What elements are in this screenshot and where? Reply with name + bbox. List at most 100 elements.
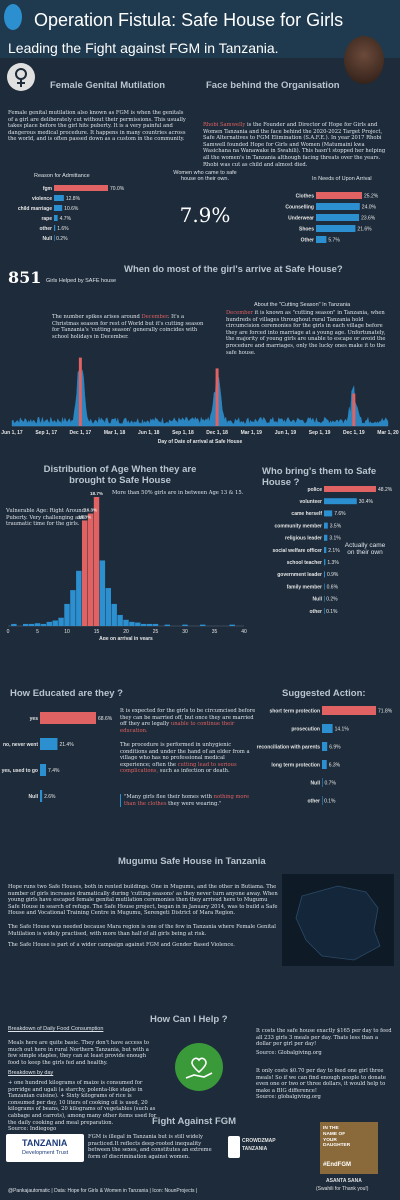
cutting-title: About the "Cutting Season" In Tanzania [254, 302, 351, 308]
header-band [0, 0, 400, 58]
mugumu-heading: Mugumu Safe House in Tanzania [118, 856, 266, 867]
own-title: Women who came to safe house on their ow… [173, 170, 237, 182]
edu-text-2c: such as infection or death. [158, 768, 230, 775]
category-label: Null [313, 597, 323, 603]
age-bar [129, 621, 135, 626]
category-label: government leader [277, 572, 322, 578]
age-bar [46, 621, 53, 626]
bar [322, 760, 327, 769]
value-label: 0.6% [327, 584, 339, 590]
category-label: police [308, 487, 323, 493]
x-tick-label: 25 [153, 629, 159, 635]
age-bar [111, 603, 117, 626]
age-bar [199, 624, 206, 626]
bar [316, 214, 360, 221]
age-bar [93, 496, 100, 626]
category-label: family member [287, 584, 322, 590]
bar [324, 608, 325, 614]
age-bar [229, 624, 235, 626]
cutting-text: December it is known as "cutting season"… [226, 310, 390, 356]
category-label: prosecution [291, 726, 320, 732]
december-peak [352, 393, 356, 426]
bar [324, 583, 325, 590]
bar [322, 796, 323, 805]
bar [316, 203, 360, 210]
bar [54, 195, 64, 201]
quote-c: they were wearing." [166, 800, 222, 807]
age-bar [58, 617, 64, 626]
who-callout: Actually came on their own [344, 542, 386, 556]
tanzania-map [282, 874, 394, 966]
x-tick-label: 15 [94, 629, 100, 635]
logo-icon [4, 4, 22, 30]
bar [322, 742, 328, 751]
x-tick-label: Jun 1, 17 [1, 430, 23, 436]
bar [316, 192, 362, 199]
age-bar [105, 588, 112, 626]
category-label: Null [311, 780, 321, 786]
age-bar [135, 622, 141, 626]
age-bar [152, 623, 159, 626]
age-bar [70, 590, 76, 626]
tdt-logo-sub: Development Trust [22, 1150, 69, 1156]
crowdmap-icon [228, 1136, 240, 1158]
food-p2: + one hundred kilograms of maize is cons… [8, 1080, 157, 1126]
cost-p1: It costs the safe house exactly $165 per… [256, 1028, 392, 1048]
category-label: Shoes [299, 226, 314, 232]
arrival-question: When do most of the girl's arrive at Saf… [124, 264, 343, 275]
poster-hashtag: #EndFGM [323, 1162, 351, 1168]
mugumu-p1: Hope runs two Safe Houses, both in rente… [8, 884, 278, 917]
action-bar-chart: short term protection 71.8% prosecution 14.… [257, 706, 393, 805]
category-label: other [40, 226, 53, 232]
x-tick-label: 20 [123, 629, 129, 635]
age-bar [99, 560, 106, 626]
end-fgm-poster: IN THE NAME OF YOUR DAUGHTER #EndFGM [320, 1122, 378, 1174]
age-bar [117, 614, 123, 626]
bar [54, 225, 56, 231]
category-label: fgm [43, 186, 53, 192]
value-label: 0.9% [327, 572, 339, 578]
value-label: 1.3% [327, 560, 339, 566]
age-bar [123, 619, 129, 626]
face-text: Rhobi Samwelly is the Founder and Direct… [203, 122, 393, 168]
value-label: 21.4% [59, 742, 74, 748]
category-label: yes, used to go [2, 768, 38, 774]
footer: @Pankajautomatic | Data: Hope for Girls … [8, 1188, 198, 1194]
december-peak [78, 357, 82, 426]
value-label: 0.1% [324, 798, 336, 804]
bar [324, 534, 328, 541]
age-bar [87, 513, 94, 626]
bar [324, 559, 326, 566]
age-bar [140, 623, 147, 626]
face-heading: Face behind the Organisation [206, 80, 340, 91]
value-label: 24.0% [362, 204, 377, 210]
category-label: religious leader [285, 536, 322, 542]
age-bar [11, 623, 17, 626]
age-callout: More than 50% girls are in between Age 1… [112, 490, 244, 496]
x-tick-label: 30 [182, 629, 188, 635]
mugumu-p2: The Safe House was needed because Mara r… [8, 924, 276, 937]
age-heading: Distribution of Age When they are brough… [43, 464, 197, 486]
bar [40, 764, 47, 776]
edu-text-2: The procedure is performed in unhygienic… [120, 742, 256, 775]
category-label: Counselling [285, 204, 314, 210]
value-label: 10.6% [64, 206, 79, 212]
quote-b: nothing more than the clothes [124, 794, 250, 807]
value-label: 70.0% [110, 186, 125, 192]
age-bar [81, 520, 88, 626]
thanks-sub: (Swahili for Thank you!) [316, 1186, 369, 1192]
fight-text: FGM is illegal in Tanzania but is still … [88, 1134, 212, 1160]
x-tick-label: Mar 1, 18 [104, 430, 126, 436]
reasons-bar-chart: fgm 70.0% violence 12.8% child marriage 10.6%… [18, 185, 125, 242]
category-label: short term protection [269, 708, 320, 714]
age-bar [28, 623, 35, 626]
bar [322, 706, 376, 715]
category-label: long term protection [271, 762, 320, 768]
value-label: 4.7% [60, 216, 72, 222]
avatar [344, 36, 384, 84]
quote-a: "Many girls flee their homes with [124, 794, 214, 800]
value-label: 23.6% [361, 215, 376, 221]
tdt-logo: TANZANIA Development Trust [6, 1134, 84, 1162]
cutting-month: December [226, 310, 253, 316]
value-label: 0.7% [325, 780, 337, 786]
